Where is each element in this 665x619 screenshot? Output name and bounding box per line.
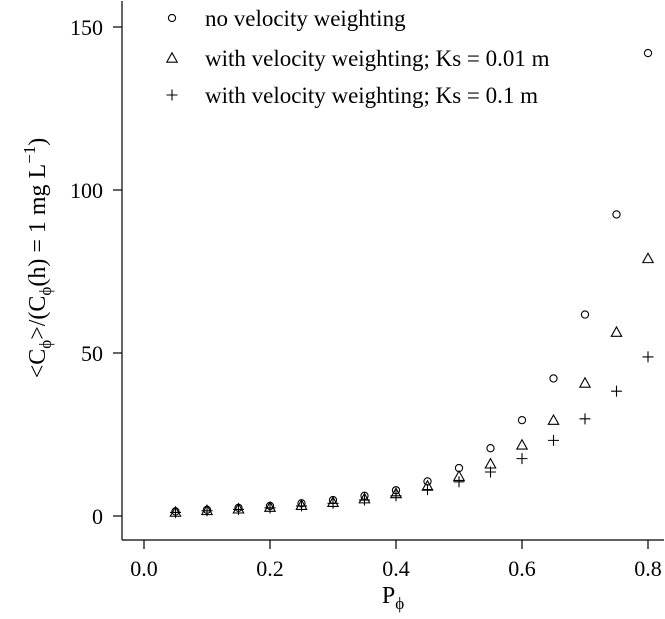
series-3-point [548,434,559,446]
data-markers [169,48,655,518]
series-3-point [422,484,433,496]
series-3-point [453,476,465,488]
series-3-point [296,500,307,512]
series-3-point [611,385,622,397]
series-3-point [579,413,591,425]
series-3-point [359,494,370,506]
y-tick-label: 0 [92,504,103,529]
x-tick-label: 0.0 [130,556,158,581]
legend-label-3: with velocity weighting; Ks = 0.1 m [205,83,538,108]
series-1-point [580,310,590,319]
series-3-point [264,502,276,514]
series-3-point [485,466,496,478]
x-tick-label: 0.8 [634,556,662,581]
x-tick-label: 0.2 [256,556,284,581]
series-3-point [233,503,244,515]
series-1-point [612,210,621,219]
series-2-point [578,376,592,388]
y-tick-label: 100 [70,178,103,203]
y-tick-label: 50 [81,341,103,366]
series-3-point [201,505,213,517]
series-1-point [549,374,558,383]
series-3-point [390,490,402,502]
series-3-point [516,453,528,465]
x-tick-label: 0.6 [508,556,536,581]
legend-label-1: no velocity weighting [205,6,406,31]
series-3-point [170,506,181,518]
legend-marker-2 [165,51,179,63]
legend: no velocity weighting with velocity weigh… [165,6,550,108]
series-3-point [327,497,339,509]
series-2-point [547,413,560,425]
legend-label-2: with velocity weighting; Ks = 0.01 m [205,46,550,71]
y-tick-label: 150 [70,15,103,40]
y-axis-title: <Cϕ>/(Cϕ(h) = 1 mg L−1) [20,138,55,379]
series-2-point [515,438,529,450]
series-3-point [642,351,654,363]
series-1-point [643,48,653,58]
axes [121,1,664,541]
series-1-point [517,416,527,425]
legend-marker-1 [167,13,177,23]
series-2-point [641,252,655,264]
legend-marker-3 [166,89,178,101]
ticks: 0.0 0.2 0.4 0.6 0.8 0 50 100 150 [70,15,662,581]
x-axis-title: Pϕ [382,583,404,613]
series-2-point [610,325,623,337]
series-1-point [486,444,495,453]
x-tick-label: 0.4 [382,556,410,581]
